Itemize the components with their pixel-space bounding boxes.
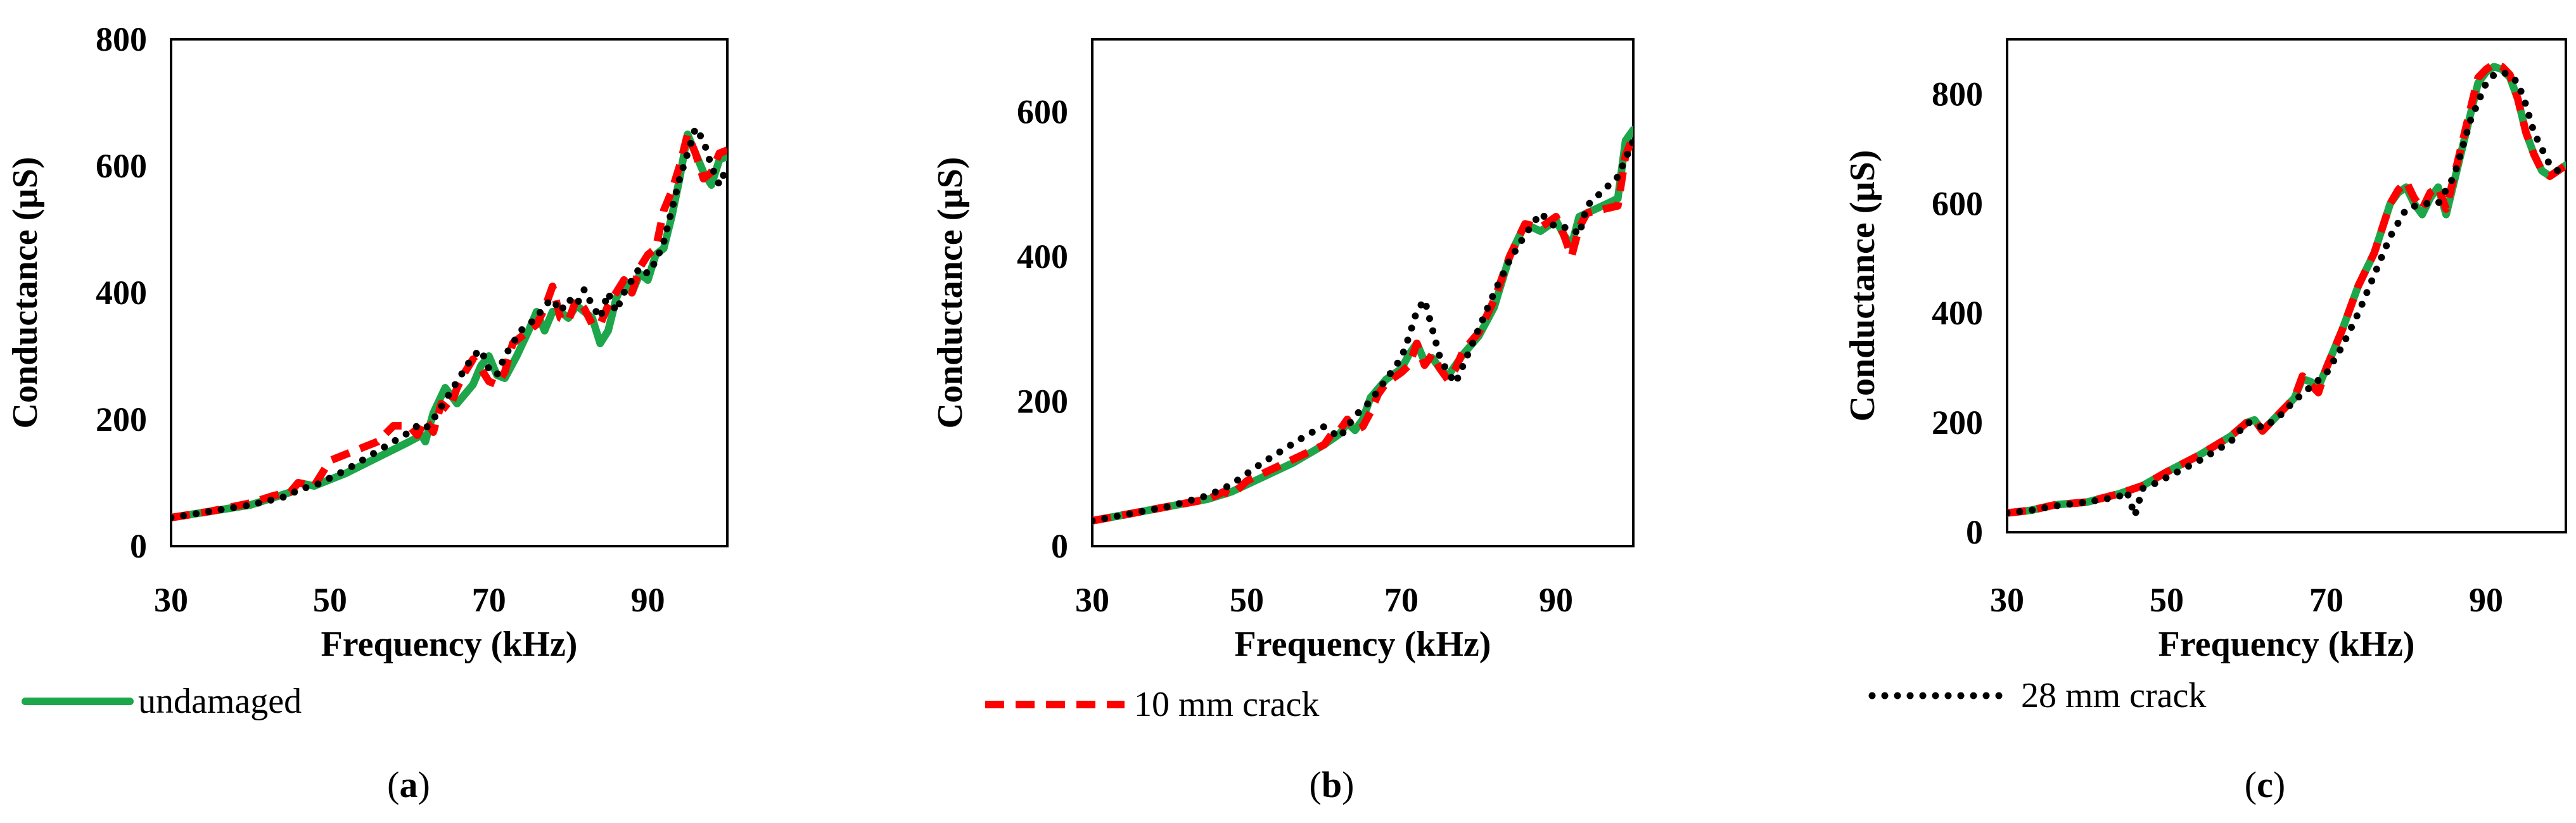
chart-panel-c: 0 200 400 600 800 30 50 70 90 Frequency (kHz) Cond… [1843, 38, 2567, 805]
y-tick-label: 0 [1051, 527, 1068, 565]
y-tick-label: 0 [1966, 513, 1983, 551]
y-tick-label: 400 [1932, 294, 1983, 332]
caption-close: ) [2273, 764, 2285, 805]
legend-item-10-mm-crack: 10 mm crack [985, 685, 1319, 724]
y-tick-label: 200 [1932, 404, 1983, 442]
y-tick-label: 0 [130, 527, 147, 565]
plot-area [170, 38, 729, 547]
x-axis-label: Frequency (kHz) [321, 625, 578, 664]
x-tick-label: 50 [313, 581, 347, 619]
x-tick-label: 30 [154, 581, 188, 619]
x-tick-label: 50 [2150, 581, 2184, 619]
y-tick-label: 200 [1017, 382, 1068, 420]
legend-label: 28 mm crack [2021, 676, 2206, 715]
y-axis-label: Conductance (µS) [1843, 150, 1882, 422]
caption-open: ( [387, 764, 399, 805]
x-tick-label: 70 [2309, 581, 2343, 619]
panel-caption: (b) [1310, 764, 1355, 805]
legend-label: 10 mm crack [1134, 685, 1319, 724]
y-tick-label: 400 [1017, 238, 1068, 276]
chart-panel-b: 0 200 400 600 30 50 70 90 Frequency (kHz) Conduct… [931, 38, 1635, 805]
y-axis-label: Conductance (µS) [6, 157, 45, 429]
caption-open: ( [2245, 764, 2257, 805]
x-tick-label: 70 [472, 581, 506, 619]
series-line-28-mm-crack [1092, 137, 1633, 525]
x-tick-label: 90 [1539, 581, 1573, 619]
y-axis-label: Conductance (µS) [931, 157, 970, 429]
x-tick-label: 70 [1384, 581, 1419, 619]
caption-letter: a [400, 764, 418, 805]
plot-area [1091, 38, 1635, 547]
series-group [171, 124, 727, 521]
series-line-10-mm-crack [1092, 135, 1633, 525]
x-tick-label: 50 [1230, 581, 1264, 619]
plot-area [2006, 38, 2567, 533]
legend-item-28-mm-crack: 28 mm crack [1868, 676, 2206, 715]
y-tick-label: 800 [96, 20, 147, 58]
panel-caption: (c) [2245, 764, 2285, 805]
y-tick-label: 600 [96, 147, 147, 185]
y-tick-label: 800 [1932, 75, 1983, 113]
series-line-28-mm-crack [171, 124, 727, 521]
x-tick-label: 30 [1075, 581, 1109, 619]
legend-label: undamaged [138, 682, 302, 721]
caption-close: ) [1342, 764, 1354, 805]
y-tick-label: 600 [1932, 184, 1983, 222]
x-tick-label: 30 [1990, 581, 2024, 619]
series-line-10-mm-crack [2007, 60, 2566, 517]
caption-close: ) [418, 764, 430, 805]
x-axis-label: Frequency (kHz) [1235, 625, 1491, 664]
caption-letter: c [2257, 764, 2273, 805]
x-tick-label: 90 [631, 581, 665, 619]
y-tick-label: 400 [96, 274, 147, 312]
y-tick-label: 600 [1017, 93, 1068, 131]
series-line-28-mm-crack [2007, 68, 2566, 520]
chart-panel-a: 0 200 400 600 800 30 50 70 90 Frequency (kHz) Cond… [6, 20, 729, 805]
series-line-10-mm-crack [171, 131, 727, 521]
series-group [1092, 125, 1633, 525]
y-tick-label: 200 [96, 400, 147, 438]
caption-open: ( [1310, 764, 1322, 805]
series-group [2007, 60, 2566, 520]
series-line-undamaged [171, 131, 727, 521]
panel-caption: (a) [387, 764, 430, 805]
x-axis-label: Frequency (kHz) [2158, 625, 2415, 664]
caption-letter: b [1322, 764, 1342, 805]
legend-item-undamaged: undamaged [22, 682, 302, 721]
x-tick-label: 90 [2469, 581, 2503, 619]
